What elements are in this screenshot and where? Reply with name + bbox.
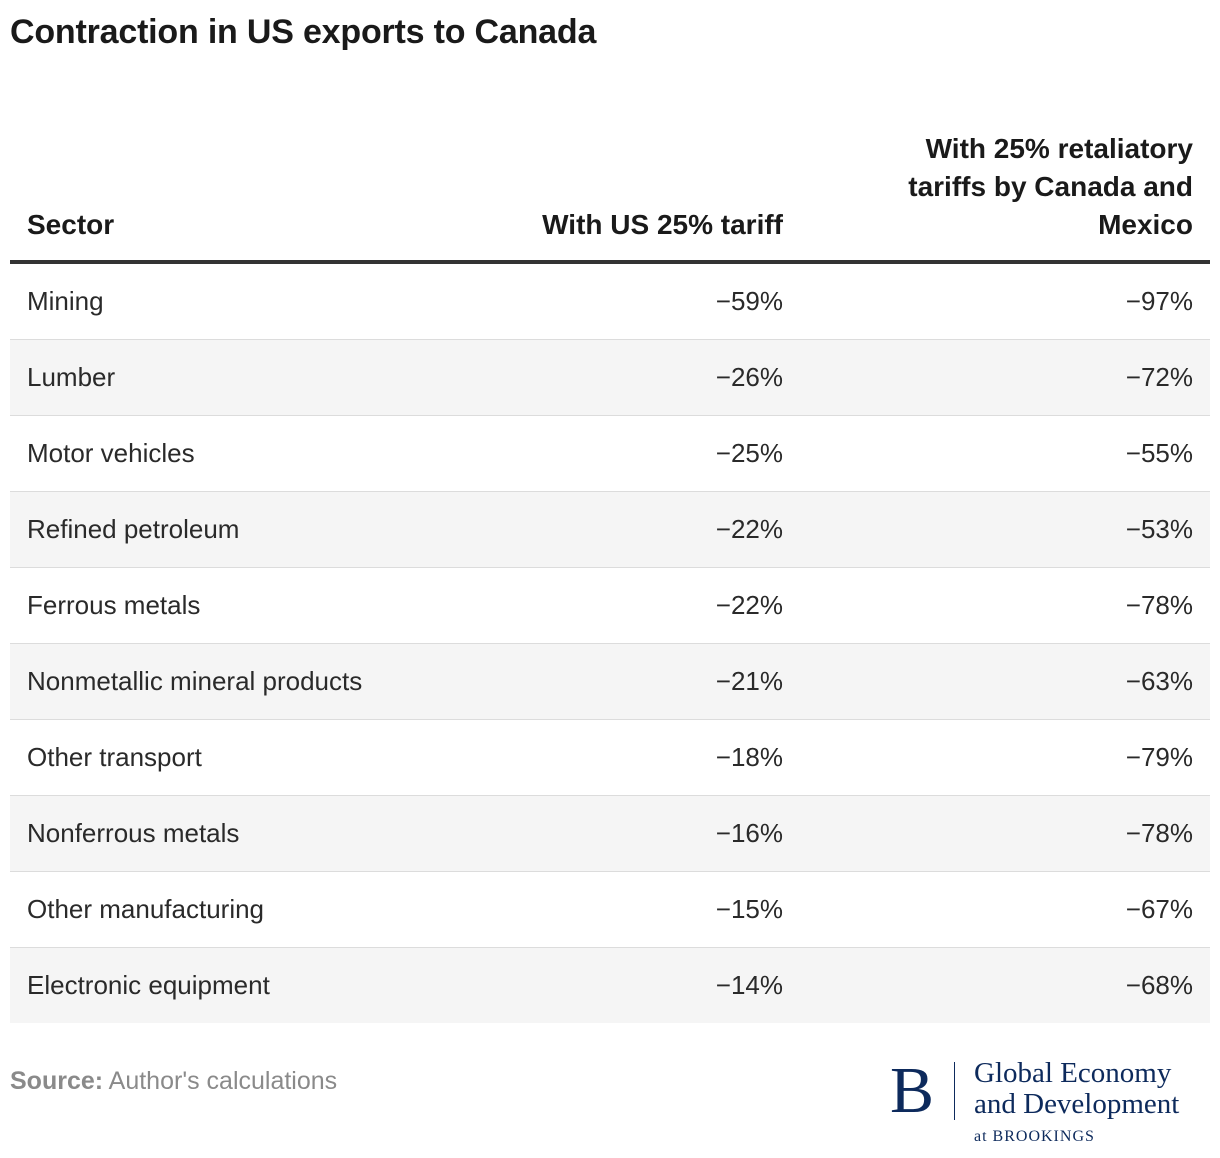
- cell-sector: Other transport: [27, 742, 202, 772]
- table-row: Ferrous metals −22% −78%: [10, 568, 1210, 644]
- brookings-logo: B Global Economy and Development at BROO…: [890, 1058, 1212, 1150]
- cell-us-tariff: −59%: [715, 286, 783, 316]
- cell-us-tariff: −22%: [715, 590, 783, 620]
- cell-retaliatory: −63%: [1125, 666, 1193, 696]
- table-row: Motor vehicles −25% −55%: [10, 416, 1210, 492]
- cell-sector: Mining: [27, 286, 104, 316]
- data-table: Sector With US 25% tariff With 25% retal…: [10, 128, 1210, 1023]
- cell-retaliatory: −78%: [1125, 818, 1193, 848]
- cell-retaliatory: −97%: [1125, 286, 1193, 316]
- table-header: Sector With US 25% tariff With 25% retal…: [10, 128, 1210, 264]
- cell-us-tariff: −18%: [715, 742, 783, 772]
- table-row: Mining −59% −97%: [10, 264, 1210, 340]
- cell-sector: Lumber: [27, 362, 116, 392]
- cell-retaliatory: −67%: [1125, 894, 1193, 924]
- logo-wordmark: Global Economy and Development: [974, 1058, 1179, 1120]
- table-row: Refined petroleum −22% −53%: [10, 492, 1210, 568]
- column-header-retaliatory: With 25% retaliatory tariffs by Canada a…: [908, 133, 1193, 240]
- cell-us-tariff: −16%: [715, 818, 783, 848]
- logo-line-2: and Development: [974, 1088, 1180, 1120]
- table-row: Nonmetallic mineral products −21% −63%: [10, 644, 1210, 720]
- cell-us-tariff: −25%: [715, 438, 783, 468]
- cell-retaliatory: −55%: [1125, 438, 1193, 468]
- source-note: Source: Author's calculations: [10, 1064, 337, 1098]
- table-body: Mining −59% −97% Lumber −26% −72% Motor vehicl…: [10, 264, 1210, 1023]
- cell-sector: Electronic equipment: [27, 970, 270, 1000]
- cell-us-tariff: −21%: [715, 666, 783, 696]
- page-title: Contraction in US exports to Canada: [10, 13, 597, 51]
- cell-sector: Nonmetallic mineral products: [27, 666, 363, 696]
- cell-sector: Other manufacturing: [27, 894, 265, 924]
- logo-subtitle: at BROOKINGS: [974, 1128, 1095, 1145]
- cell-us-tariff: −15%: [715, 894, 783, 924]
- cell-retaliatory: −78%: [1125, 590, 1193, 620]
- cell-us-tariff: −26%: [715, 362, 783, 392]
- logo-line-1: Global Economy: [974, 1057, 1172, 1089]
- cell-sector: Refined petroleum: [27, 514, 240, 544]
- table-row: Other manufacturing −15% −67%: [10, 872, 1210, 948]
- source-label: Source:: [10, 1067, 104, 1095]
- table-row: Other transport −18% −79%: [10, 720, 1210, 796]
- column-header-us-tariff: With US 25% tariff: [542, 209, 783, 240]
- cell-us-tariff: −22%: [715, 514, 783, 544]
- cell-sector: Motor vehicles: [27, 438, 195, 468]
- logo-mark: B: [890, 1054, 935, 1127]
- table-row: Electronic equipment −14% −68%: [10, 948, 1210, 1023]
- table-row: Lumber −26% −72%: [10, 340, 1210, 416]
- cell-retaliatory: −72%: [1125, 362, 1193, 392]
- cell-us-tariff: −14%: [715, 970, 783, 1000]
- cell-retaliatory: −53%: [1125, 514, 1193, 544]
- cell-retaliatory: −79%: [1125, 742, 1193, 772]
- table-row: Nonferrous metals −16% −78%: [10, 796, 1210, 872]
- source-text: Author's calculations: [103, 1067, 338, 1095]
- cell-sector: Nonferrous metals: [27, 818, 240, 848]
- logo-divider: [954, 1062, 955, 1120]
- column-header-sector: Sector: [27, 209, 115, 240]
- cell-retaliatory: −68%: [1125, 970, 1193, 1000]
- cell-sector: Ferrous metals: [27, 590, 201, 620]
